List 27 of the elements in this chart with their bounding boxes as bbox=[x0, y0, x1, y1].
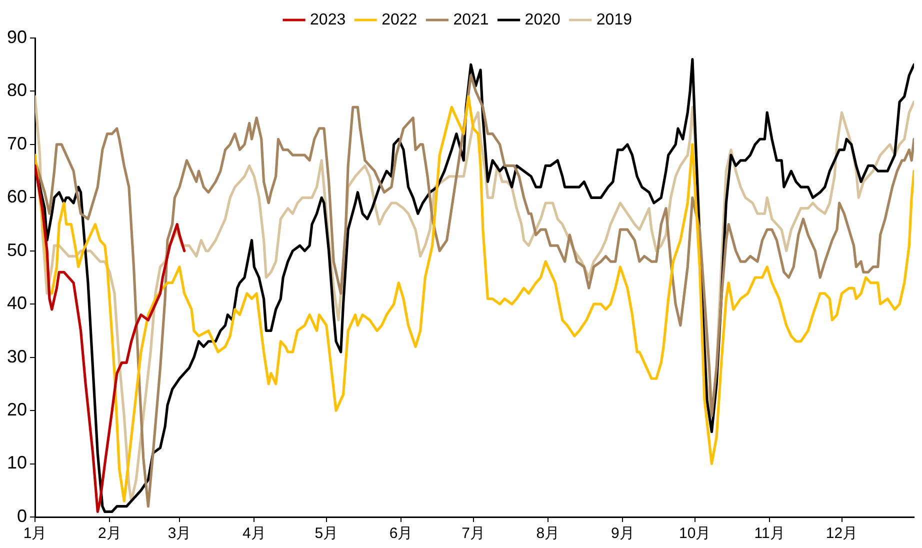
legend-label: 2021 bbox=[453, 11, 489, 28]
x-tick-label: 4月 bbox=[242, 525, 266, 542]
y-tick-label: 10 bbox=[6, 452, 28, 473]
x-tick-label: 9月 bbox=[610, 525, 634, 542]
x-tick-label: 1月 bbox=[23, 525, 47, 542]
y-tick-label: 30 bbox=[6, 346, 28, 366]
y-tick-label: 40 bbox=[6, 293, 28, 314]
legend-label: 2020 bbox=[524, 11, 560, 28]
y-tick-label: 60 bbox=[6, 186, 28, 207]
legend-label: 2019 bbox=[596, 11, 632, 28]
y-tick-label: 50 bbox=[6, 240, 28, 260]
legend-label: 2023 bbox=[310, 11, 346, 28]
y-tick-label: 70 bbox=[6, 133, 28, 154]
x-tick-label: 10月 bbox=[679, 525, 711, 542]
x-tick-label: 5月 bbox=[314, 525, 338, 542]
legend-label: 2022 bbox=[382, 11, 418, 28]
x-tick-label: 3月 bbox=[168, 525, 192, 542]
x-tick-label: 7月 bbox=[462, 525, 485, 542]
y-tick-label: 90 bbox=[6, 26, 28, 47]
x-tick-label: 2月 bbox=[98, 525, 122, 542]
y-tick-label: 20 bbox=[6, 400, 28, 420]
y-tick-label: 0 bbox=[17, 506, 28, 526]
x-tick-label: 6月 bbox=[389, 525, 413, 542]
x-tick-label: 11月 bbox=[754, 525, 785, 542]
y-tick-label: 80 bbox=[6, 80, 28, 100]
x-tick-label: 12月 bbox=[826, 525, 858, 542]
x-tick-label: 8月 bbox=[536, 525, 560, 542]
